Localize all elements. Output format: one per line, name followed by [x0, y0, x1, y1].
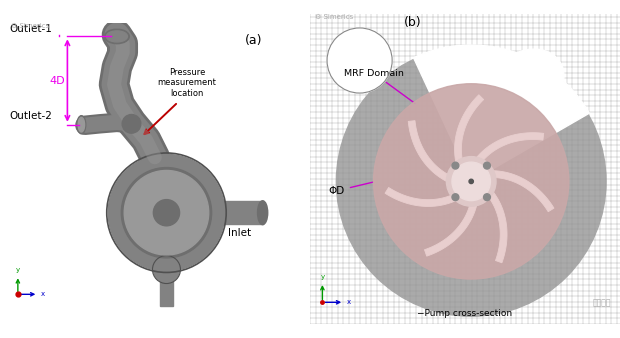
Circle shape	[108, 154, 224, 271]
Text: (a): (a)	[245, 34, 263, 47]
Bar	[196, 201, 263, 224]
Text: Outlet-2: Outlet-2	[9, 112, 52, 121]
Text: 4D: 4D	[50, 76, 65, 86]
Text: MRF Domain: MRF Domain	[344, 69, 415, 103]
Ellipse shape	[77, 116, 86, 134]
Text: x: x	[40, 291, 45, 297]
Text: ⚙ Simerics: ⚙ Simerics	[314, 14, 353, 20]
Circle shape	[452, 162, 459, 169]
Circle shape	[327, 28, 392, 93]
Circle shape	[122, 115, 141, 133]
Text: ΦD: ΦD	[329, 182, 373, 196]
Circle shape	[452, 162, 490, 201]
Ellipse shape	[257, 201, 268, 225]
Polygon shape	[477, 133, 544, 162]
Polygon shape	[425, 204, 477, 256]
Circle shape	[124, 170, 209, 255]
Polygon shape	[454, 95, 484, 162]
Text: x: x	[347, 299, 351, 305]
Text: Pressure
measurement
location: Pressure measurement location	[157, 68, 216, 98]
Polygon shape	[488, 192, 507, 263]
Ellipse shape	[105, 29, 130, 44]
Circle shape	[336, 47, 606, 316]
Text: 台工俺真: 台工俺真	[592, 298, 611, 307]
Text: (b): (b)	[404, 17, 421, 29]
Text: y: y	[321, 274, 325, 280]
Circle shape	[122, 168, 211, 258]
Text: y: y	[16, 267, 20, 273]
Circle shape	[452, 194, 459, 200]
Circle shape	[153, 200, 180, 226]
Ellipse shape	[490, 49, 564, 115]
Circle shape	[374, 84, 569, 279]
Circle shape	[484, 162, 490, 169]
Text: Outlet-1: Outlet-1	[9, 24, 52, 34]
Circle shape	[153, 257, 180, 283]
Text: −Pump cross-section: −Pump cross-section	[417, 309, 513, 318]
Text: ⚙ Simerics: ⚙ Simerics	[11, 23, 49, 29]
Circle shape	[446, 156, 496, 206]
Ellipse shape	[107, 31, 128, 42]
Polygon shape	[408, 121, 450, 182]
Bar	[160, 268, 173, 306]
Circle shape	[469, 179, 474, 184]
Circle shape	[484, 194, 490, 200]
Text: Inlet: Inlet	[228, 228, 250, 238]
Ellipse shape	[192, 202, 199, 224]
Wedge shape	[414, 45, 590, 182]
Polygon shape	[385, 188, 456, 207]
Ellipse shape	[78, 117, 84, 132]
Polygon shape	[493, 171, 554, 212]
